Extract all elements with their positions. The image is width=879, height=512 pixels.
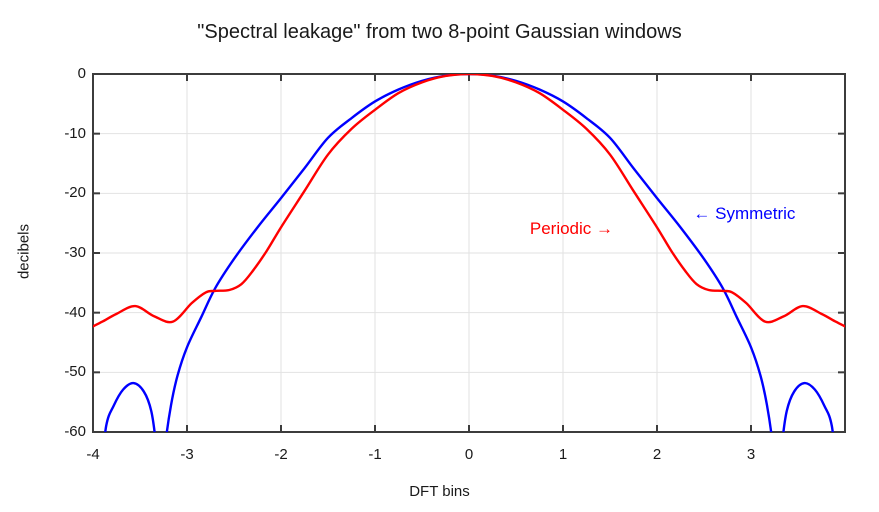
y-axis-label: decibels xyxy=(15,223,33,280)
x-axis-label: DFT bins xyxy=(409,483,470,500)
y-tick-label: -40 xyxy=(64,303,86,321)
curve-periodic xyxy=(93,74,845,328)
y-tick-label: -50 xyxy=(64,363,86,381)
x-tick-label: -4 xyxy=(86,446,100,463)
chart-title: "Spectral leakage" from two 8-point Gaus… xyxy=(197,21,682,43)
annotation-symmetric: ← Symmetric xyxy=(693,203,796,223)
x-tick-label: 3 xyxy=(746,446,756,463)
x-tick-label: 0 xyxy=(464,446,474,463)
x-tick-label: 2 xyxy=(652,446,662,463)
x-tick-label: -2 xyxy=(274,446,288,463)
y-tick-label: 0 xyxy=(77,65,86,82)
y-tick-label: -20 xyxy=(64,184,86,202)
y-tick-label: -30 xyxy=(64,244,86,261)
x-tick-label: -3 xyxy=(180,446,194,463)
y-tick-label: -10 xyxy=(64,124,86,142)
annotation-periodic: Periodic → xyxy=(529,219,614,239)
x-tick-label: 1 xyxy=(558,446,568,463)
y-tick-label: -60 xyxy=(64,423,86,440)
x-tick-label: -1 xyxy=(368,446,382,463)
